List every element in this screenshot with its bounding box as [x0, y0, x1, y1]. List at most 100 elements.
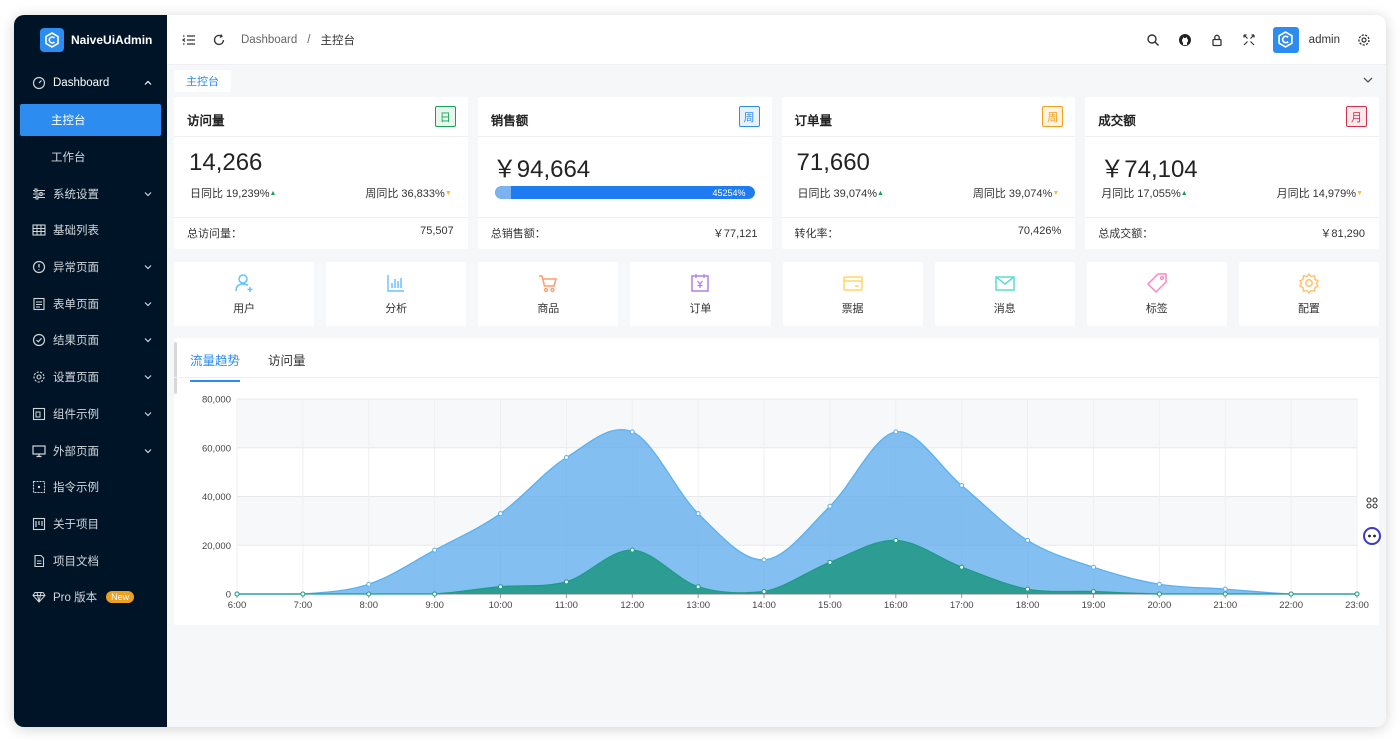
sidebar-item-result[interactable]: 结果页面 — [14, 322, 167, 359]
card-visits: 访问量 日 14,266 日同比 19,239%▲ 周同比 36,833%▼ 总… — [174, 97, 468, 249]
card-value: ￥74,104 — [1100, 156, 1198, 183]
github-icon[interactable] — [1177, 32, 1193, 48]
x-tick-label: 14:00 — [752, 600, 776, 611]
data-point — [827, 559, 833, 565]
card-sales: 销售额 周 ￥94,664 45254% 总销售额： ￥77,121 — [477, 97, 772, 249]
breadcrumb-item-dashboard[interactable]: Dashboard — [241, 33, 298, 46]
sidebar-item-system-settings[interactable]: 系统设置 — [14, 175, 167, 212]
sliders-icon — [32, 187, 46, 201]
shortcut-tags[interactable]: 标签 — [1086, 262, 1227, 326]
breadcrumb-separator: / — [307, 33, 311, 46]
sidebar-item-exception[interactable]: 异常页面 — [14, 249, 167, 286]
y-tick-label: 60,000 — [202, 443, 231, 454]
sidebar-item-label: 关于项目 — [53, 518, 99, 531]
stat-cards: 访问量 日 14,266 日同比 19,239%▲ 周同比 36,833%▼ 总… — [167, 97, 1386, 249]
app-name: NaiveUiAdmin — [71, 33, 153, 47]
sidebar-item-basic-list[interactable]: 基础列表 — [14, 212, 167, 249]
sidebar-subitem-console[interactable]: 主控台 — [20, 103, 161, 136]
mail-icon — [994, 276, 1015, 291]
x-tick-label: 7:00 — [294, 600, 313, 611]
data-point — [432, 591, 438, 597]
data-point — [827, 503, 833, 509]
chevron-down-icon[interactable] — [1362, 74, 1374, 86]
sidebar-item-settings[interactable]: 设置页面 — [14, 359, 167, 396]
fullscreen-icon[interactable] — [1241, 32, 1257, 48]
tabs-bar: 主控台 — [167, 65, 1386, 97]
sidebar-item-label: 系统设置 — [53, 188, 99, 201]
sidebar-item-label: Pro 版本 — [53, 592, 98, 605]
assistant-icon[interactable] — [1362, 526, 1382, 546]
sidebar-item-components[interactable]: 组件示例 — [14, 396, 167, 433]
search-icon[interactable] — [1145, 32, 1161, 48]
lock-icon[interactable] — [1209, 32, 1225, 48]
data-point — [893, 537, 899, 543]
data-point — [695, 511, 701, 517]
shortcut-bills[interactable]: 票据 — [782, 262, 923, 326]
shortcut-label: 用户 — [233, 303, 256, 315]
sidebar-item-docs[interactable]: 项目文档 — [14, 542, 167, 579]
shortcut-messages[interactable]: 消息 — [934, 262, 1075, 326]
sidebar-item-label: 设置页面 — [53, 372, 99, 385]
tab-visits[interactable]: 访问量 — [268, 354, 306, 368]
username[interactable]: admin — [1308, 33, 1340, 46]
data-point — [234, 591, 240, 597]
shortcut-analysis[interactable]: 分析 — [326, 262, 467, 326]
app-logo[interactable]: NaiveUiAdmin — [14, 15, 167, 65]
chevron-up-icon — [144, 80, 152, 86]
menu-fold-icon[interactable] — [181, 32, 197, 48]
chevron-down-icon — [144, 265, 152, 270]
bar-chart-icon — [387, 275, 405, 292]
data-point — [563, 579, 569, 585]
breadcrumb-item-console[interactable]: 主控台 — [320, 34, 355, 47]
data-point — [563, 455, 569, 460]
sidebar-item-label: 表单页面 — [53, 298, 99, 311]
sidebar-item-label: 异常页面 — [53, 262, 99, 275]
apps-icon[interactable] — [1362, 493, 1382, 513]
sidebar-item-label: 基础列表 — [53, 225, 99, 238]
table-icon — [32, 223, 46, 237]
sidebar-item-about[interactable]: 关于项目 — [14, 506, 167, 543]
data-point — [1025, 586, 1031, 592]
shortcuts: 用户 分析 商品 订单 票据 消息 — [167, 262, 1386, 326]
data-point — [1156, 581, 1162, 587]
check-circle-icon — [32, 333, 46, 347]
x-tick-label: 16:00 — [884, 600, 908, 611]
shortcut-user[interactable]: 用户 — [174, 262, 315, 326]
sidebar-item-label: 外部页面 — [53, 445, 99, 458]
shortcut-label: 票据 — [841, 303, 864, 315]
chevron-down-icon — [144, 411, 152, 417]
sidebar-item-form[interactable]: 表单页面 — [14, 285, 167, 322]
card-left-stat: 日同比 39,074%▲ — [797, 188, 884, 200]
data-point — [1222, 586, 1228, 592]
shortcut-config[interactable]: 配置 — [1238, 262, 1379, 326]
card-tag: 月 — [1346, 106, 1367, 127]
sidebar-item-external[interactable]: 外部页面 — [14, 432, 167, 469]
calendar-icon — [691, 274, 710, 292]
sidebar-item-dashboard[interactable]: Dashboard — [14, 65, 167, 102]
sidebar-subitem-label: 工作台 — [51, 152, 86, 165]
gear-icon — [32, 370, 46, 384]
sidebar-subitem-workbench[interactable]: 工作台 — [14, 139, 167, 176]
data-point — [1354, 591, 1360, 597]
x-tick-label: 15:00 — [818, 600, 842, 611]
refresh-icon[interactable] — [211, 32, 227, 48]
settings-gear-icon[interactable] — [1356, 32, 1372, 48]
shortcut-label: 消息 — [993, 303, 1016, 315]
user-icon — [235, 274, 253, 292]
tab-traffic-trend[interactable]: 流量趋势 — [190, 350, 241, 382]
x-tick-label: 19:00 — [1082, 600, 1106, 611]
sidebar-item-directive[interactable]: 指令示例 — [14, 469, 167, 506]
sidebar-item-pro[interactable]: Pro 版本 New — [14, 579, 167, 616]
data-point — [432, 547, 438, 553]
card-title: 成交额 — [1098, 114, 1136, 128]
shortcut-label: 配置 — [1297, 303, 1320, 315]
avatar[interactable] — [1272, 26, 1299, 53]
x-tick-label: 9:00 — [425, 600, 444, 611]
shortcut-orders[interactable]: 订单 — [630, 262, 771, 326]
shortcut-goods[interactable]: 商品 — [478, 262, 619, 326]
tab-console[interactable]: 主控台 — [174, 70, 231, 92]
x-tick-label: 17:00 — [950, 600, 974, 611]
sidebar-item-label: 组件示例 — [53, 408, 99, 421]
panel-scrollbar[interactable] — [174, 342, 177, 394]
sidebar: NaiveUiAdmin Dashboard 主控台 工作台 系统设置 基础列表… — [14, 15, 167, 727]
